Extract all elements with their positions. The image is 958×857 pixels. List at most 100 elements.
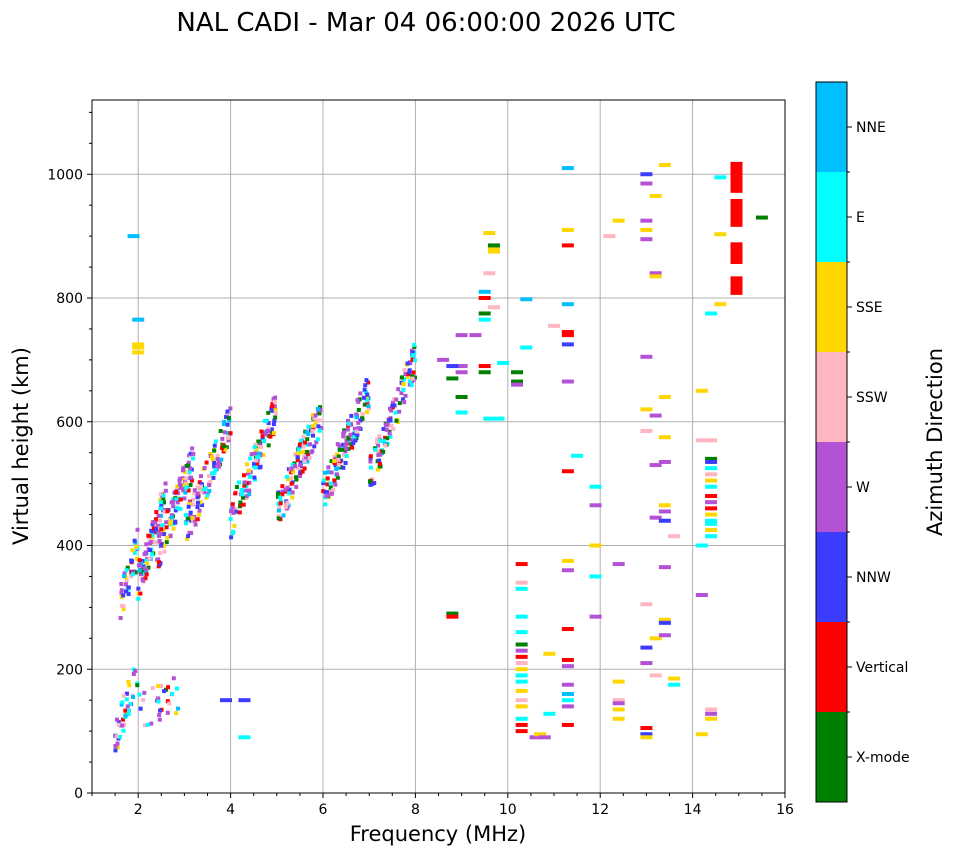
data-point [640,172,653,177]
colorbar-tick-label: SSW [856,390,888,406]
data-point [126,592,131,597]
data-point [362,402,367,407]
data-point [300,469,305,474]
data-point [138,706,143,711]
data-point [242,483,247,488]
data-point [310,423,315,428]
data-point [332,459,337,464]
data-point [705,478,718,483]
data-point [658,518,671,523]
data-point [368,465,373,470]
data-point [204,460,209,465]
data-point [705,484,718,489]
data-point [388,434,393,439]
data-point [515,580,528,585]
data-point [202,490,207,495]
data-point [164,540,169,545]
data-point [174,686,179,691]
data-point [174,711,179,716]
data-point [272,418,277,423]
data-point [695,438,708,443]
data-point [393,410,398,415]
data-point [199,482,204,487]
data-point [368,459,373,464]
data-point [119,581,124,586]
data-point [365,392,370,397]
data-point [343,460,348,465]
data-point [171,504,176,509]
data-point [561,379,574,384]
data-point [373,447,378,452]
data-point [329,491,334,496]
data-point [561,243,574,248]
data-point [273,411,278,416]
data-point [242,480,247,485]
data-point [345,427,350,432]
data-point [256,451,261,456]
data-point [157,713,162,718]
data-point [640,181,653,186]
data-point [222,430,227,435]
data-point [150,552,155,557]
data-point [119,590,124,595]
data-point [354,429,359,434]
data-point [162,549,167,554]
data-point [339,465,344,470]
data-point [323,502,328,507]
data-point [162,543,167,548]
data-point [198,484,203,489]
data-point [515,688,528,693]
data-point [127,708,132,713]
data-point [314,440,319,445]
data-point [150,522,155,527]
data-point [203,486,208,491]
data-point [136,596,141,601]
data-point [138,591,143,596]
x-tick-label: 4 [226,802,235,818]
data-point [375,448,380,453]
data-point [295,455,300,460]
data-point [158,497,163,502]
data-point [321,478,326,483]
data-point [178,476,183,481]
data-point [520,345,533,350]
data-point [543,651,556,656]
data-point [649,271,662,276]
data-point [185,537,190,542]
data-point [155,523,160,528]
y-axis-label: Virtual height (km) [9,347,33,545]
data-point [649,515,662,520]
data-point [705,500,718,505]
data-point [362,387,367,392]
data-point [261,452,266,457]
data-point [210,457,215,462]
data-point [640,726,653,731]
data-point [132,342,145,347]
data-point [130,559,135,564]
data-point [365,410,370,415]
data-point [515,673,528,678]
data-point [313,420,318,425]
data-point [387,406,392,411]
data-point [571,453,584,458]
data-point [386,418,391,423]
data-point [437,357,450,362]
data-point [134,556,139,561]
data-point [640,354,653,359]
data-point [201,487,206,492]
data-point [695,388,708,393]
data-point [254,458,259,463]
data-point [589,543,602,548]
data-point [391,426,396,431]
data-point [164,525,169,530]
data-point [407,370,412,375]
data-point [561,698,574,703]
data-point [705,528,718,533]
data-point [298,460,303,465]
colorbar-tick-label: E [856,210,865,226]
data-point [261,430,266,435]
data-point [205,493,210,498]
data-point [224,445,229,450]
data-point [164,520,169,525]
data-point [658,395,671,399]
